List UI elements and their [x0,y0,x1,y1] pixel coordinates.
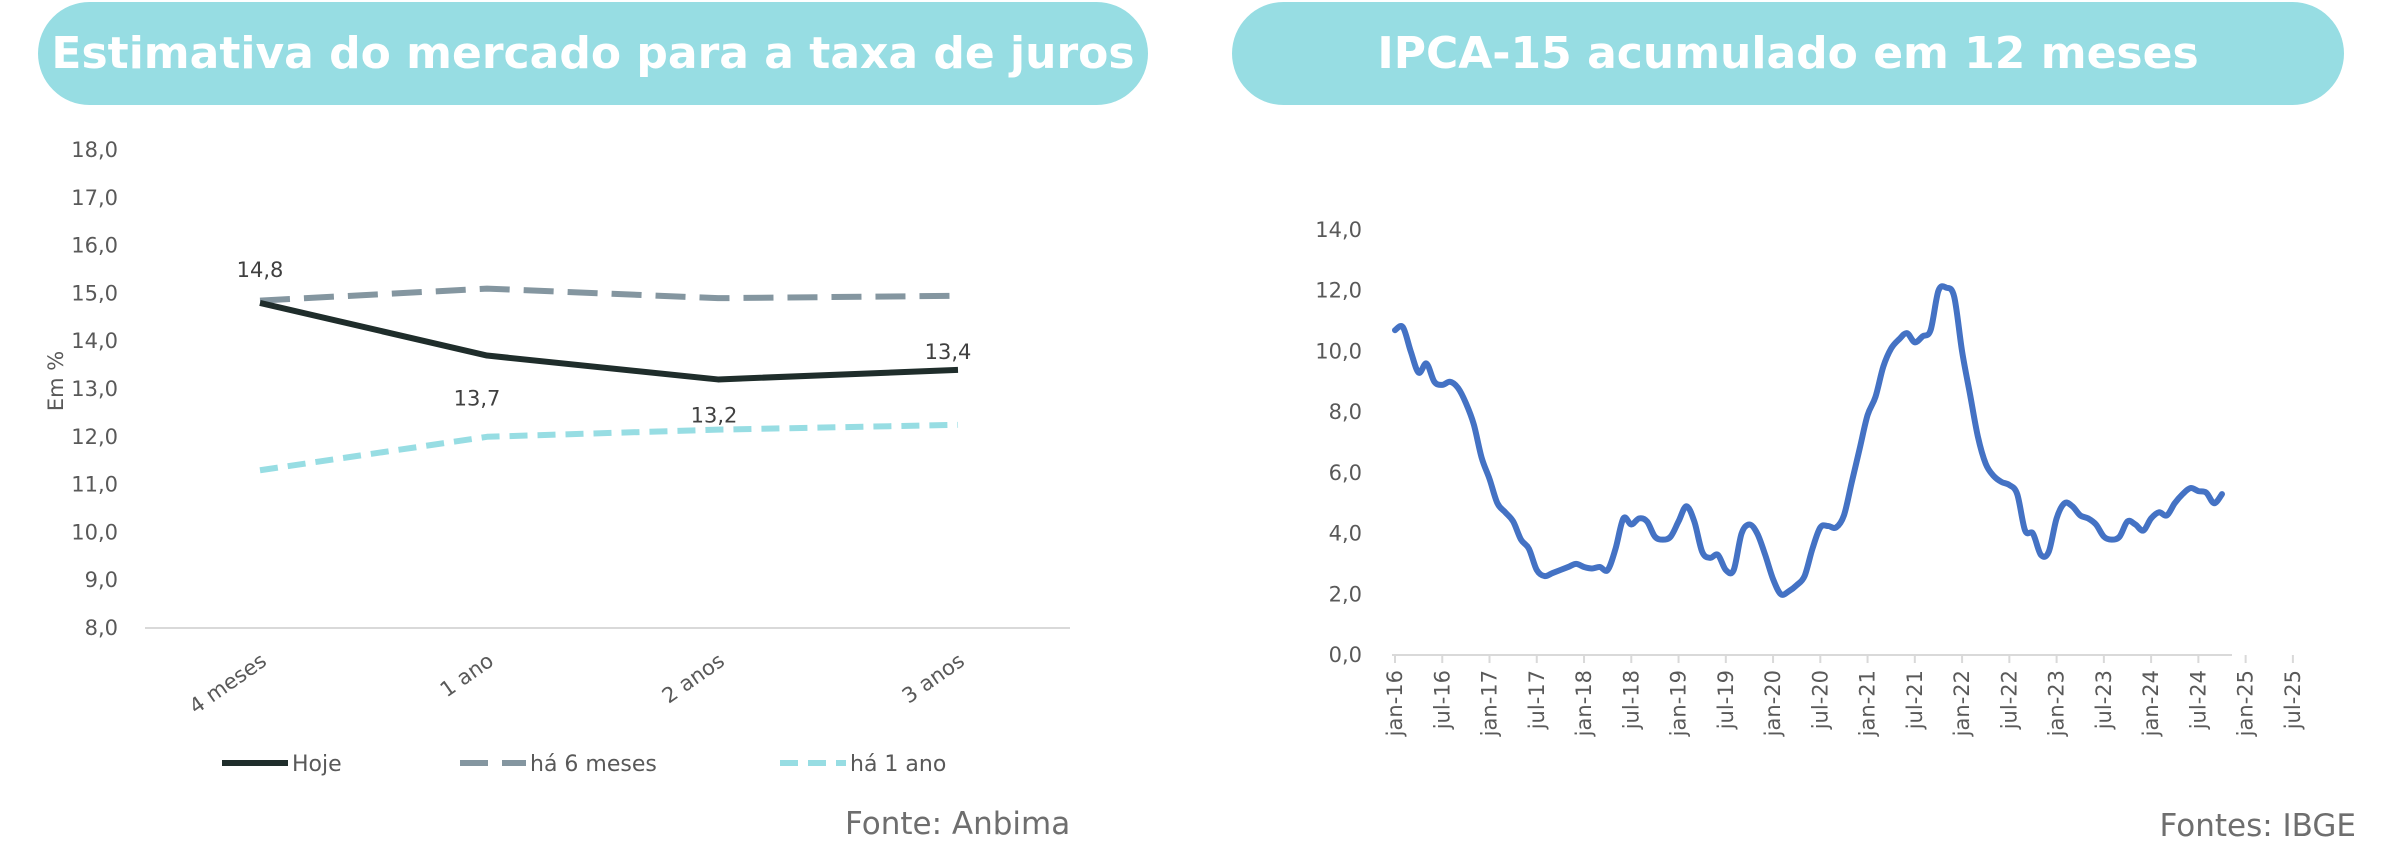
legend-label: Hoje [292,752,342,777]
y-tick-label: 13,0 [71,377,118,401]
data-label: 13,7 [454,387,501,411]
y-tick-label: 4,0 [1329,522,1362,546]
x-tick-label: jan-23 [2045,670,2069,737]
left-chart-panel: Estimativa do mercado para a taxa de jur… [0,0,1190,864]
interest-rate-chart: 8,0 9,0 10,0 11,0 12,0 13,0 14,0 15,0 16,0 17,0 18… [44,138,1070,777]
x-tick-label: jul-20 [1808,670,1832,730]
x-tick-label: 2 anos [658,648,729,708]
x-tick-label: jul-19 [1714,670,1738,730]
x-tick-label: jan-24 [2139,670,2163,737]
x-tick-label: jul-18 [1619,670,1643,730]
y-tick-label: 11,0 [71,473,118,497]
x-tick-label: 4 meses [185,648,271,718]
y-tick-label: 10,0 [1315,339,1362,363]
y-tick-label: 14,0 [1315,218,1362,242]
x-tick-label: jan-19 [1667,670,1691,737]
x-tick-label: jan-25 [2234,670,2258,737]
x-tick-label: jan-17 [1478,670,1502,737]
left-chart-title: Estimativa do mercado para a taxa de jur… [38,2,1148,105]
x-tick-label: jul-17 [1525,670,1549,730]
x-tick-label: jan-21 [1856,670,1880,737]
y-tick-label: 10,0 [71,520,118,544]
series-line-1 [259,285,959,304]
x-tick-label: jan-22 [1950,670,1974,737]
left-chart-source: Fonte: Anbima [845,806,1071,842]
right-chart-panel: IPCA-15 acumulado em 12 meses 0,0 2,0 4,0 6… [1190,0,2381,864]
series-line-0 [259,300,959,383]
x-tick-label: jul-23 [2092,670,2116,730]
x-tick-label: jan-16 [1383,670,1407,737]
data-label: 14,8 [237,258,284,282]
y-tick-label: 16,0 [71,234,118,258]
x-tick-label: jul-24 [2186,670,2210,730]
y-tick-label: 9,0 [85,568,118,592]
right-chart-source: Fontes: IBGE [2159,808,2357,844]
y-axis-label: Em % [44,351,68,411]
y-tick-label: 18,0 [71,138,118,162]
x-tick-label: 3 anos [898,648,969,708]
ipca15-chart: 0,0 2,0 4,0 6,0 8,0 10,0 12,0 14,0 jan-16 jul-16 j… [1315,218,2305,737]
legend-label: há 1 ano [850,752,946,777]
y-tick-label: 2,0 [1329,582,1362,606]
x-tick-label: jan-18 [1572,670,1596,737]
y-tick-label: 8,0 [85,616,118,640]
right-chart-title: IPCA-15 acumulado em 12 meses [1232,2,2344,105]
x-tick-label: jul-21 [1903,670,1927,730]
x-tick-label: jul-16 [1430,670,1454,730]
data-label: 13,4 [925,340,972,364]
data-label: 13,2 [691,403,738,427]
x-tick-label: jul-22 [1997,670,2021,730]
series-line-2 [259,421,959,474]
y-tick-label: 15,0 [71,281,118,305]
y-tick-label: 17,0 [71,186,118,210]
x-tick-label: jan-20 [1761,670,1785,737]
y-tick-label: 12,0 [1315,279,1362,303]
y-tick-label: 12,0 [71,425,118,449]
legend-label: há 6 meses [530,752,657,777]
y-tick-label: 8,0 [1329,400,1362,424]
x-tick-label: jul-25 [2281,670,2305,730]
ipca15-line [1392,283,2225,598]
y-tick-label: 0,0 [1329,643,1362,667]
x-tick-label: 1 ano [436,648,498,702]
y-tick-label: 14,0 [71,329,118,353]
y-tick-label: 6,0 [1329,461,1362,485]
